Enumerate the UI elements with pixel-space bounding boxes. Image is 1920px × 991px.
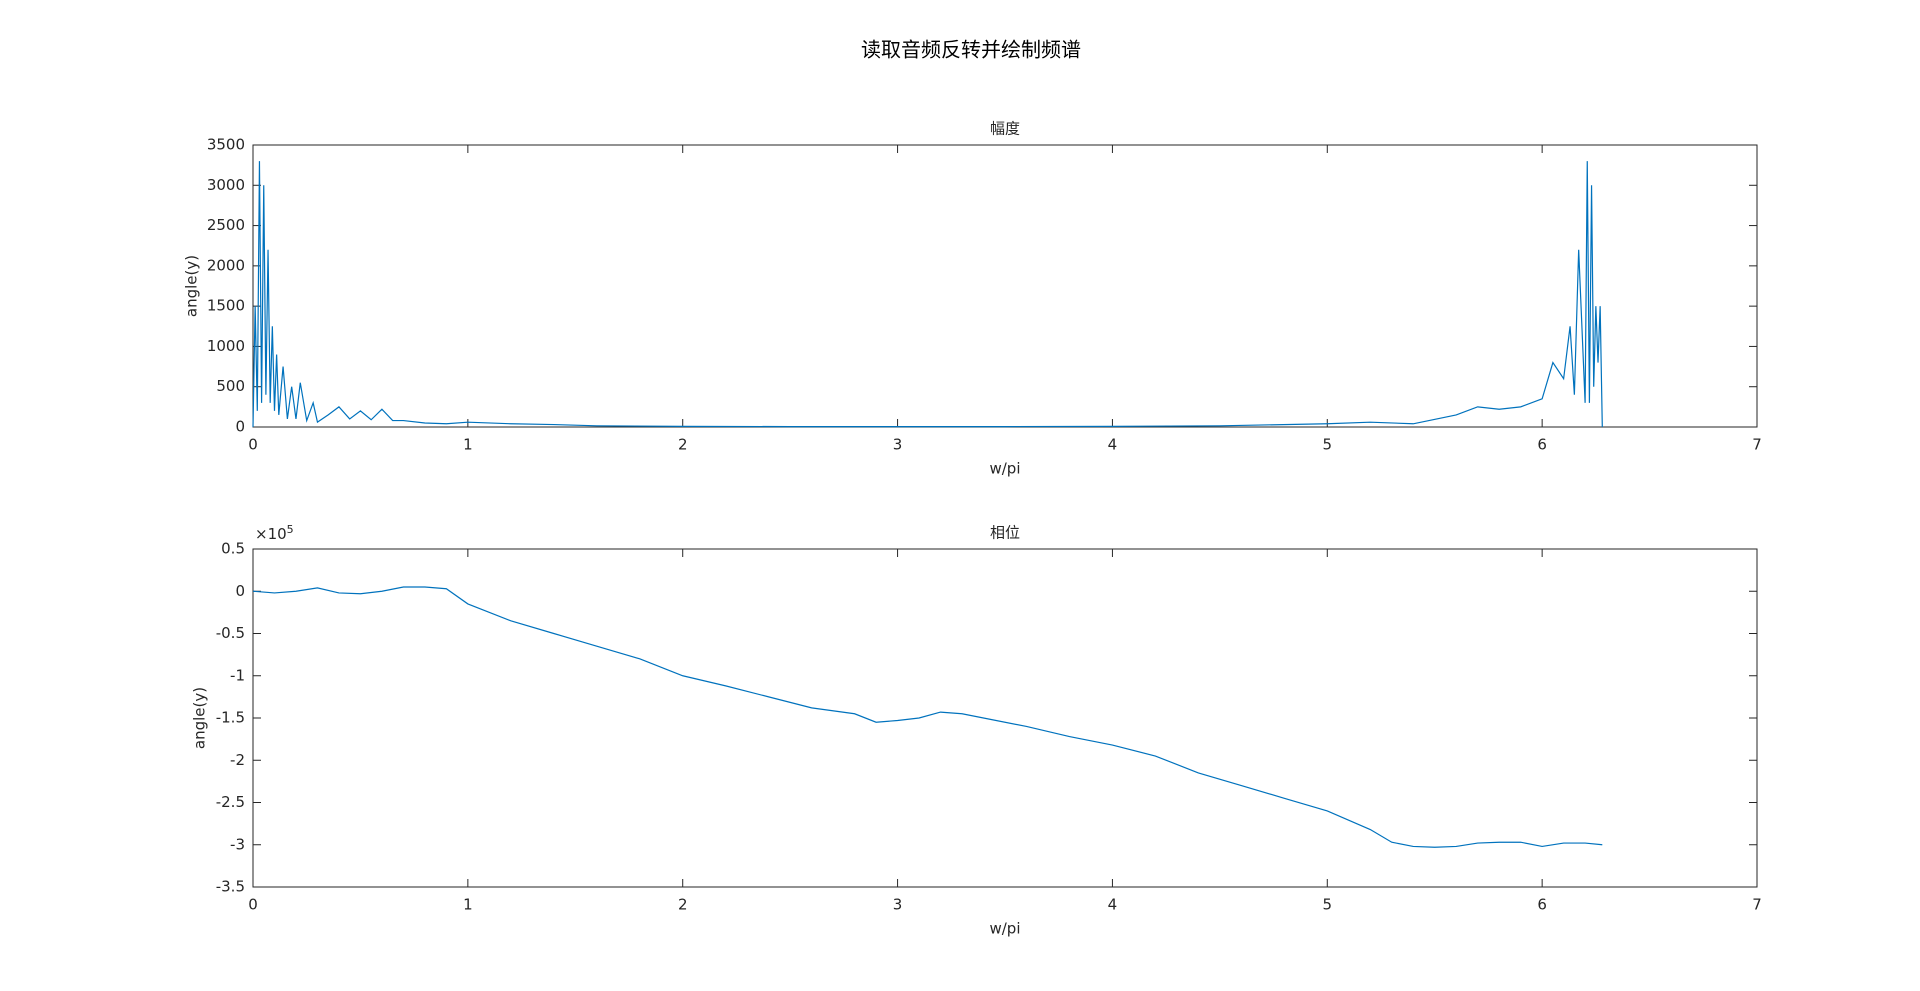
y-tick-label: -0.5 xyxy=(216,624,245,642)
x-tick-label: 0 xyxy=(248,436,258,454)
y-tick-label: -1 xyxy=(230,666,245,684)
y-multiplier: ×105 xyxy=(255,523,294,543)
y-tick-label: -2.5 xyxy=(216,793,245,811)
subplot-title: 幅度 xyxy=(990,120,1020,138)
data-line xyxy=(252,586,1603,848)
x-tick-label: 6 xyxy=(1537,896,1547,914)
y-tick-label: 2500 xyxy=(207,216,245,234)
x-tick-label: 6 xyxy=(1537,436,1547,454)
y-tick-label: -3 xyxy=(230,835,245,853)
y-tick-label: -2 xyxy=(230,751,245,769)
y-tick-label: 3500 xyxy=(207,136,245,154)
x-axis-label: w/pi xyxy=(989,460,1020,478)
y-tick-label: -3.5 xyxy=(216,878,245,896)
x-tick-label: 2 xyxy=(678,436,688,454)
y-tick-label: 0 xyxy=(235,582,245,600)
x-tick-label: 5 xyxy=(1323,436,1333,454)
x-tick-label: 4 xyxy=(1108,896,1118,914)
x-axis-label: w/pi xyxy=(989,920,1020,938)
y-tick-label: 0 xyxy=(235,418,245,436)
y-axis-label: angle(y) xyxy=(191,687,209,749)
y-tick-label: 1500 xyxy=(207,297,245,315)
x-tick-label: 5 xyxy=(1323,896,1333,914)
figure-title: 读取音频反转并绘制频谱 xyxy=(861,38,1081,62)
y-multiplier-exponent: 5 xyxy=(287,523,294,536)
x-tick-label: 7 xyxy=(1752,436,1762,454)
x-tick-label: 3 xyxy=(893,896,903,914)
x-tick-label: 1 xyxy=(463,436,473,454)
x-tick-label: 2 xyxy=(678,896,688,914)
y-tick-label: 3000 xyxy=(207,176,245,194)
data-line xyxy=(252,161,1603,428)
x-tick-label: 4 xyxy=(1108,436,1118,454)
y-axis-label: angle(y) xyxy=(183,255,201,317)
y-multiplier-base: ×10 xyxy=(255,525,287,543)
y-tick-label: -1.5 xyxy=(216,709,245,727)
x-tick-label: 1 xyxy=(463,896,473,914)
y-tick-label: 1000 xyxy=(207,337,245,355)
subplot-title: 相位 xyxy=(990,524,1020,542)
x-tick-label: 3 xyxy=(893,436,903,454)
y-tick-label: 0.5 xyxy=(221,540,245,558)
y-tick-label: 2000 xyxy=(207,256,245,274)
x-tick-label: 7 xyxy=(1752,896,1762,914)
x-tick-label: 0 xyxy=(248,896,258,914)
y-tick-label: 500 xyxy=(216,377,245,395)
